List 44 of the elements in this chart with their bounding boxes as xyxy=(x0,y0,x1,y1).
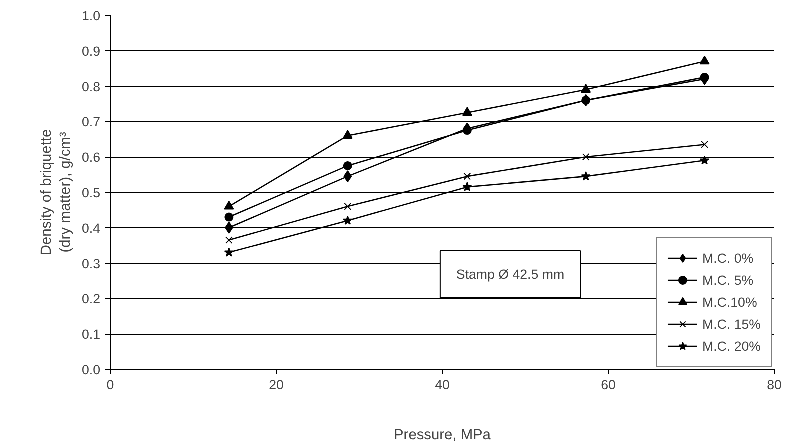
x-tick-label: 0 xyxy=(106,378,114,392)
y-tick-label: 0.8 xyxy=(82,79,101,94)
y-tick-label: 1.0 xyxy=(82,8,101,24)
point xyxy=(581,84,592,93)
y-tick-label: 0.6 xyxy=(82,150,101,166)
point xyxy=(462,182,472,192)
point xyxy=(462,107,472,116)
point xyxy=(462,126,472,136)
point xyxy=(344,170,352,183)
point xyxy=(464,172,472,180)
x-tick-label: 80 xyxy=(767,378,782,392)
point xyxy=(582,153,590,161)
legend-label: M.C. 5% xyxy=(702,272,754,289)
point xyxy=(700,72,710,82)
y-tick-label: 0.3 xyxy=(82,256,101,272)
y-tick-label: 0.5 xyxy=(82,186,101,200)
legend-label: M.C. 15% xyxy=(702,316,761,333)
y-tick-label: 0.7 xyxy=(82,114,101,130)
point xyxy=(701,141,708,148)
legend-label: M.C. 20% xyxy=(702,338,761,355)
y-tick-label: 0.0 xyxy=(82,362,101,378)
x-tick-label: 60 xyxy=(601,378,616,392)
point xyxy=(700,156,710,165)
y-tick-label: 0.2 xyxy=(82,292,101,307)
annotation: Stamp Ø 42.5 mm xyxy=(456,267,565,282)
y-tick-label: 0.4 xyxy=(82,220,102,236)
point xyxy=(224,200,234,210)
legend-label: M.C. 0% xyxy=(702,250,754,267)
x-tick-label: 40 xyxy=(435,378,450,392)
point xyxy=(342,130,353,139)
y-tick-label: 0.9 xyxy=(82,44,101,59)
legend-label: M.C.10% xyxy=(702,294,758,311)
y-tick-label: 0.1 xyxy=(82,327,101,342)
y-axis-title: Density of briquette (dry matter), g/cm³ xyxy=(38,129,74,256)
x-tick-label: 20 xyxy=(269,378,284,392)
point xyxy=(224,212,234,222)
point xyxy=(581,172,591,181)
point xyxy=(700,56,710,65)
point xyxy=(343,161,352,170)
point xyxy=(226,236,233,244)
point xyxy=(344,202,352,210)
point xyxy=(343,216,353,225)
x-axis-title: Pressure, MPa xyxy=(394,428,492,444)
point xyxy=(224,248,234,257)
